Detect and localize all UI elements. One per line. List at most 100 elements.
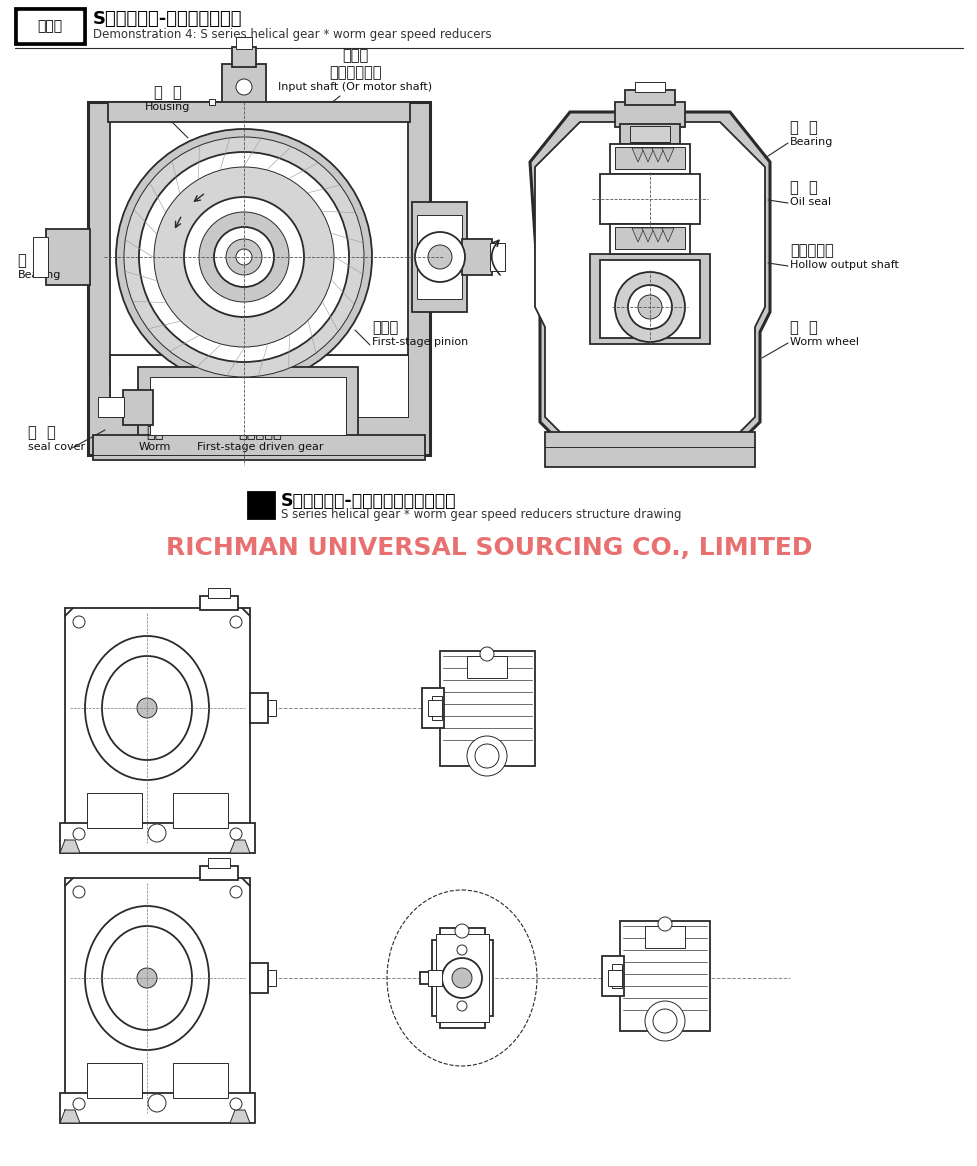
Circle shape: [153, 167, 334, 347]
Bar: [149, 377, 346, 435]
Text: Oil seal: Oil seal: [789, 197, 830, 208]
Text: （或电机轴）: （或电机轴）: [328, 65, 381, 80]
Text: S系列斜齿轮-蜗轮蜗杆减速机: S系列斜齿轮-蜗轮蜗杆减速机: [93, 10, 242, 28]
Circle shape: [230, 616, 241, 628]
Polygon shape: [530, 112, 769, 442]
Circle shape: [456, 944, 467, 955]
Circle shape: [442, 958, 482, 998]
Text: Input shaft (Or motor shaft): Input shaft (Or motor shaft): [277, 82, 432, 92]
Bar: [440, 928, 485, 1028]
Bar: [87, 793, 142, 828]
Bar: [612, 964, 621, 988]
Bar: [248, 492, 274, 518]
Bar: [608, 970, 621, 986]
Bar: [109, 120, 407, 373]
Bar: [489, 243, 504, 271]
Bar: [15, 8, 85, 44]
Text: 油  封: 油 封: [789, 180, 817, 195]
Bar: [428, 970, 442, 986]
Bar: [428, 700, 442, 716]
Circle shape: [184, 197, 304, 317]
Bar: [33, 237, 48, 278]
Bar: [610, 224, 690, 254]
Bar: [589, 254, 709, 344]
Bar: [411, 202, 467, 312]
Text: 轴  承: 轴 承: [18, 253, 46, 268]
Bar: [222, 64, 266, 104]
Bar: [461, 239, 491, 275]
Circle shape: [456, 1000, 467, 1011]
Polygon shape: [661, 148, 673, 162]
Bar: [199, 596, 237, 610]
Text: 输入轴: 输入轴: [342, 48, 367, 63]
Text: Bearing: Bearing: [789, 136, 832, 147]
Bar: [268, 700, 276, 716]
Polygon shape: [631, 148, 643, 162]
Bar: [432, 940, 492, 1016]
Circle shape: [73, 828, 85, 840]
Bar: [208, 588, 230, 598]
Bar: [416, 215, 461, 298]
Circle shape: [615, 272, 684, 342]
Polygon shape: [534, 122, 764, 437]
Text: S series helical gear * worm gear speed reducers structure drawing: S series helical gear * worm gear speed …: [280, 508, 681, 521]
Circle shape: [226, 239, 262, 275]
Ellipse shape: [85, 635, 209, 780]
Bar: [421, 688, 444, 728]
Text: First-stage pinion: First-stage pinion: [371, 337, 468, 347]
Bar: [599, 260, 700, 338]
Polygon shape: [60, 840, 80, 854]
Bar: [209, 99, 215, 105]
Bar: [107, 101, 409, 122]
Circle shape: [73, 1098, 85, 1110]
Bar: [610, 143, 690, 174]
Bar: [619, 124, 679, 143]
Bar: [250, 693, 268, 723]
Text: 空心输出轴: 空心输出轴: [789, 243, 833, 258]
Bar: [615, 227, 684, 250]
Circle shape: [124, 136, 363, 377]
Polygon shape: [230, 840, 250, 854]
Text: seal cover: seal cover: [28, 442, 85, 452]
Text: 封  盖: 封 盖: [28, 424, 56, 440]
Bar: [467, 656, 506, 677]
Circle shape: [637, 295, 661, 319]
Bar: [624, 90, 674, 105]
Circle shape: [653, 1009, 676, 1033]
Circle shape: [230, 1098, 241, 1110]
Polygon shape: [230, 1110, 250, 1123]
Circle shape: [116, 129, 371, 385]
Bar: [138, 367, 358, 445]
Bar: [250, 963, 268, 993]
Polygon shape: [60, 1110, 80, 1123]
Bar: [18, 10, 82, 41]
Circle shape: [451, 968, 472, 988]
Circle shape: [475, 744, 498, 768]
Ellipse shape: [85, 906, 209, 1051]
Bar: [619, 921, 709, 1031]
Bar: [634, 82, 664, 92]
Text: S系列斜齿轮-蜗轮蜗杆减速机结构图: S系列斜齿轮-蜗轮蜗杆减速机结构图: [280, 492, 456, 510]
Circle shape: [214, 227, 274, 287]
Text: Housing: Housing: [146, 101, 191, 112]
Circle shape: [73, 616, 85, 628]
Bar: [109, 354, 407, 417]
Bar: [93, 435, 425, 461]
Bar: [173, 793, 228, 828]
Circle shape: [467, 736, 506, 777]
Circle shape: [235, 250, 252, 265]
Bar: [645, 926, 684, 948]
Text: 一级大齿轮: 一级大齿轮: [237, 424, 281, 440]
Bar: [208, 858, 230, 868]
Bar: [60, 823, 255, 854]
Bar: [615, 101, 684, 127]
Circle shape: [428, 245, 451, 269]
Circle shape: [137, 698, 157, 718]
Bar: [123, 389, 152, 424]
Circle shape: [198, 212, 289, 302]
Circle shape: [230, 828, 241, 840]
Circle shape: [235, 79, 252, 94]
Text: 轴  承: 轴 承: [789, 120, 817, 135]
Circle shape: [230, 886, 241, 898]
Polygon shape: [652, 229, 663, 243]
